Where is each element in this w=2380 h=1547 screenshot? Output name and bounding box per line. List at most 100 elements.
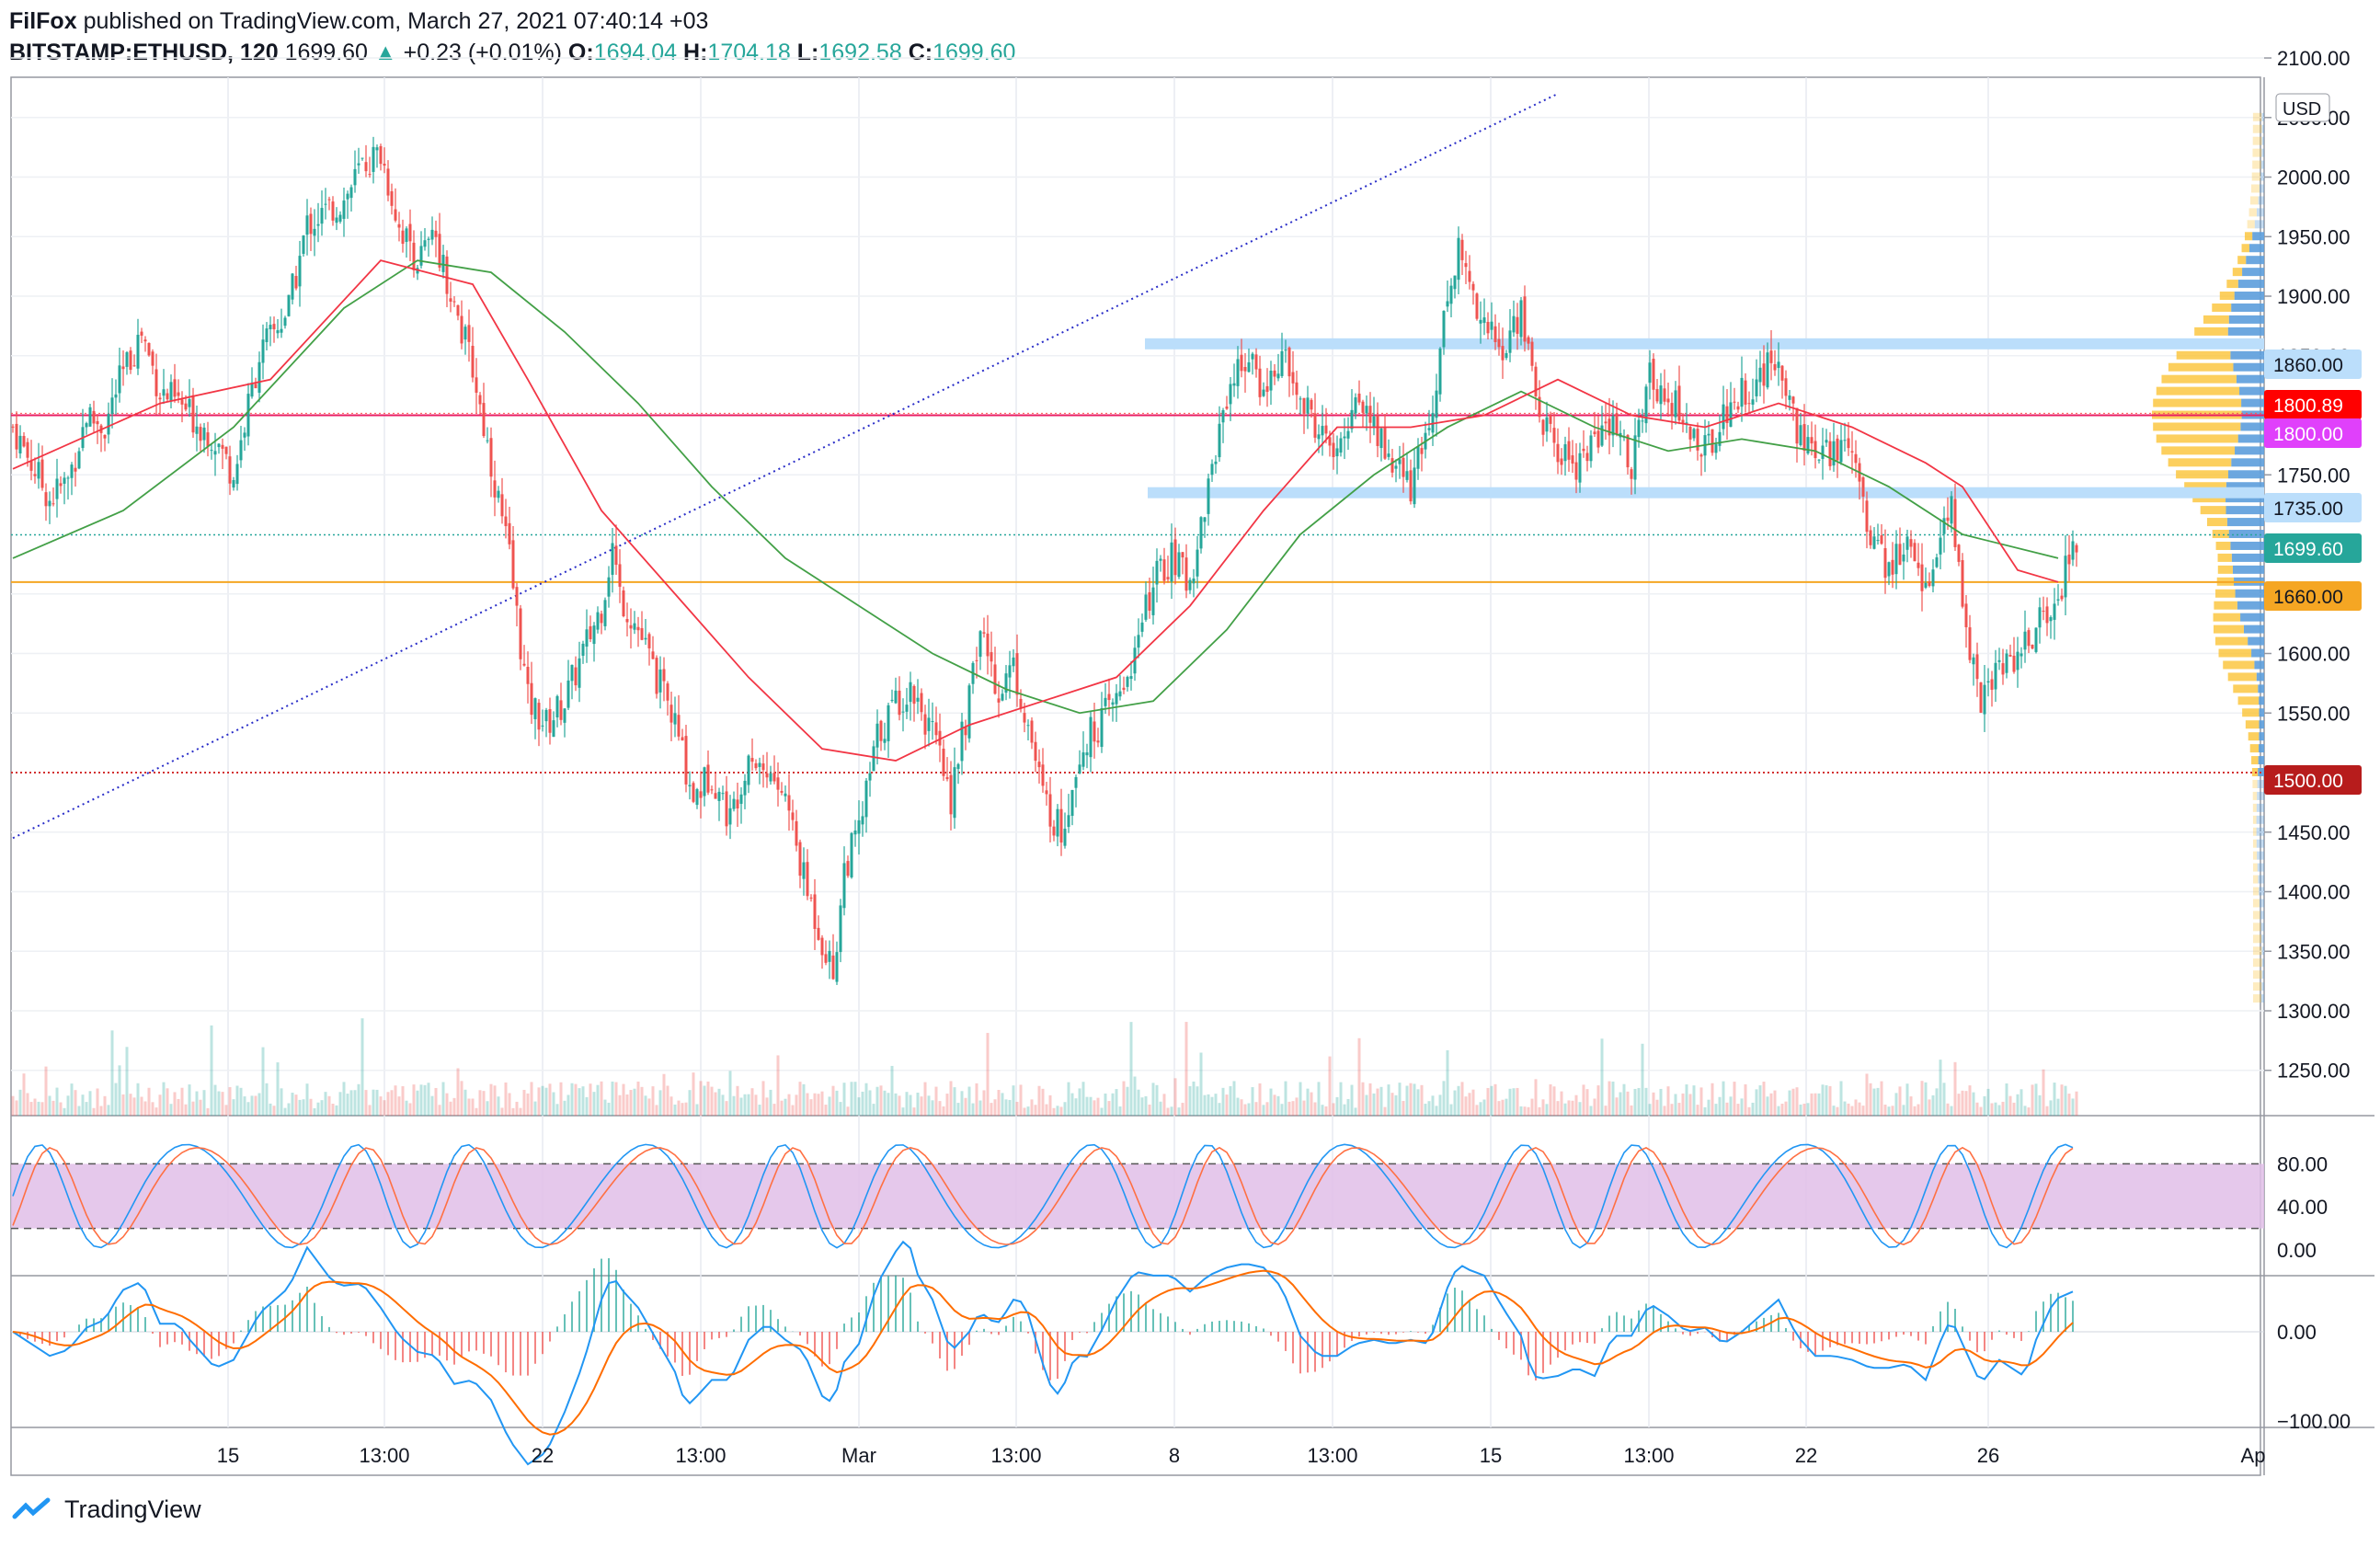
- candle-body: [717, 791, 721, 801]
- macd-hist-bar: [1035, 1332, 1036, 1354]
- volume-bar: [651, 1086, 655, 1116]
- macd-hist-bar: [1859, 1332, 1860, 1345]
- macd-hist-bar: [696, 1332, 698, 1361]
- volume-bar: [143, 1101, 147, 1116]
- macd-hist-bar: [689, 1332, 691, 1375]
- macd-hist-bar: [431, 1332, 433, 1355]
- volume-bar: [522, 1089, 526, 1116]
- candle-body: [1442, 310, 1446, 348]
- macd-hist-bar: [1932, 1325, 1934, 1332]
- volume-bar: [1898, 1086, 1902, 1116]
- volume-bar: [2053, 1083, 2056, 1116]
- candle-body: [397, 223, 401, 228]
- volume-bar: [1427, 1101, 1431, 1116]
- candle-body: [1994, 662, 1997, 690]
- volume-bar: [828, 1096, 831, 1116]
- candle-body: [1711, 429, 1714, 453]
- candle-body: [835, 952, 839, 982]
- volume-bar: [658, 1090, 662, 1116]
- candle-body: [1666, 398, 1670, 403]
- volume-bar: [1148, 1104, 1151, 1116]
- candle-body: [1861, 476, 1865, 497]
- candle-body: [357, 163, 360, 166]
- macd-hist-bar: [1807, 1332, 1809, 1352]
- candle-body: [452, 301, 456, 303]
- candle-body: [1486, 321, 1490, 334]
- macd-hist-bar: [417, 1332, 418, 1362]
- candle-body: [625, 619, 629, 623]
- candle-body: [1287, 347, 1291, 377]
- volume-bar: [1648, 1104, 1652, 1116]
- candle-body: [136, 335, 140, 369]
- volume-bar: [202, 1090, 206, 1116]
- macd-hist-bar: [556, 1326, 558, 1332]
- vp-bar-up: [2261, 112, 2264, 121]
- volume-bar: [622, 1083, 625, 1116]
- volume-bar: [349, 1090, 353, 1116]
- macd-hist-bar: [895, 1275, 897, 1332]
- candle-body: [934, 722, 938, 736]
- symbol-name[interactable]: BITSTAMP:ETHUSD, 120: [9, 40, 279, 65]
- tradingview-logo-icon[interactable]: [11, 1496, 57, 1524]
- volume-bar: [890, 1065, 894, 1116]
- vp-bar-up: [2241, 398, 2264, 407]
- candle-body: [110, 397, 114, 414]
- macd-histogram: [19, 1258, 2074, 1381]
- time-axis-label: Ap: [2241, 1444, 2266, 1467]
- volume-bar: [1402, 1101, 1405, 1116]
- vp-bar-down: [2252, 887, 2260, 896]
- volume-bar: [1655, 1099, 1659, 1116]
- macd-hist-bar: [1226, 1320, 1228, 1332]
- author-name[interactable]: FilFox: [9, 8, 77, 34]
- macd-hist-bar: [527, 1332, 529, 1376]
- volume-bar: [1773, 1090, 1777, 1116]
- candle-body: [1343, 436, 1346, 439]
- volume-bar: [1015, 1101, 1019, 1116]
- candle-body: [949, 774, 953, 815]
- candle-body: [1806, 437, 1810, 453]
- volume-bar: [677, 1100, 681, 1116]
- volume-bar: [59, 1102, 63, 1116]
- candle-body: [1240, 354, 1243, 372]
- candle-body: [1519, 300, 1523, 338]
- volume-bar: [1611, 1081, 1615, 1116]
- candle-body: [412, 242, 416, 270]
- volume-bar: [1394, 1094, 1398, 1116]
- volume-bar: [1416, 1089, 1420, 1116]
- volume-bar: [1122, 1081, 1126, 1116]
- volume-bar: [868, 1090, 872, 1116]
- tradingview-brand[interactable]: TradingView: [64, 1495, 201, 1523]
- candle-body: [257, 361, 261, 393]
- macd-hist-bar: [1822, 1332, 1824, 1351]
- candle-body: [44, 492, 48, 507]
- volume-bar: [92, 1107, 96, 1116]
- candle-body: [1137, 635, 1140, 648]
- volume-bar: [1942, 1083, 1946, 1116]
- macd-hist-bar: [1263, 1328, 1264, 1332]
- volume-bar: [945, 1094, 949, 1116]
- macd-hist-bar: [865, 1296, 867, 1332]
- volume-bar: [982, 1090, 986, 1116]
- candle-body: [1762, 363, 1766, 386]
- candle-body: [1339, 438, 1343, 453]
- vp-bar-down: [2252, 851, 2258, 860]
- volume-bar: [1902, 1105, 1905, 1116]
- candle-body: [1968, 627, 1972, 660]
- candle-body: [1379, 428, 1383, 449]
- vp-bar-down: [2253, 911, 2260, 920]
- volume-bar: [1093, 1100, 1096, 1116]
- candle-body: [1390, 458, 1394, 473]
- candle-body: [1869, 530, 1872, 545]
- candle-body: [1828, 441, 1832, 466]
- candle-body: [883, 739, 887, 743]
- macd-hist-bar: [586, 1279, 588, 1332]
- candle-body: [1181, 552, 1184, 558]
- macd-hist-bar: [1873, 1332, 1875, 1344]
- volume-bar: [1045, 1104, 1048, 1116]
- volume-bar: [1457, 1085, 1460, 1116]
- chart-frame: [10, 76, 2261, 1476]
- volume-bar: [394, 1085, 397, 1116]
- volume-bar: [1880, 1081, 1883, 1116]
- volume-bar: [600, 1081, 603, 1116]
